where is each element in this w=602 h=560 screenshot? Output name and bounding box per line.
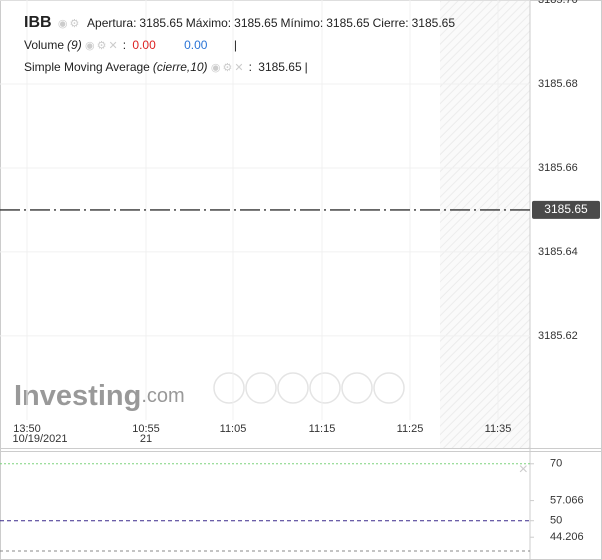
legend-row: Simple Moving Average (cierre,10) ◉⚙✕: 31… <box>24 60 311 74</box>
ohlc-label: Apertura: <box>87 16 137 30</box>
sma-value: 3185.65 <box>258 60 302 74</box>
ohlc-label: Máximo: <box>185 16 232 30</box>
nav-buttons[interactable] <box>213 372 405 404</box>
future-area <box>440 0 530 448</box>
x-sublabel: 21 <box>140 433 152 445</box>
legend-row: IBB ◉⚙ Apertura: 3185.65 Máximo: 3185.65 Mín… <box>24 14 461 32</box>
icons[interactable]: ◉⚙✕ <box>85 40 120 52</box>
x-tick-label: 11:25 <box>397 423 424 435</box>
x-tick-label: 10:55 <box>132 423 160 435</box>
sep: | <box>304 60 308 74</box>
symbol: IBB <box>24 14 52 31</box>
volume-params: (9) <box>67 38 82 52</box>
ohlc-value: 3185.65 <box>326 16 370 30</box>
ohlc-value: 3185.65 <box>139 16 183 30</box>
price-badge-label: 3185.65 <box>544 202 588 216</box>
y-tick-label: 3185.64 <box>538 246 578 258</box>
volume-value: 0.00 <box>184 38 208 52</box>
y-tick-label: 50 <box>550 515 562 527</box>
ohlc-value: 3185.65 <box>411 16 456 30</box>
ohlc-label: Cierre: <box>372 16 409 30</box>
watermark: Investing.com <box>14 380 185 412</box>
sma-name: Simple Moving Average <box>24 60 150 74</box>
y-tick-label: 70 <box>550 458 562 470</box>
y-tick-label: 3185.68 <box>538 78 578 90</box>
volume-name: Volume <box>24 38 65 52</box>
x-tick-label: 11:05 <box>220 423 247 435</box>
sep: | <box>233 38 237 52</box>
x-tick-label: 11:15 <box>309 423 336 435</box>
price-badge <box>532 200 600 219</box>
icons[interactable]: ◉⚙✕ <box>210 62 246 74</box>
sep: : <box>122 38 127 52</box>
icons[interactable]: ◉⚙ <box>57 18 82 30</box>
y-tick-label: 3185.62 <box>538 330 578 342</box>
volume-value: 0.00 <box>132 38 156 52</box>
y-tick-label: 44.206 <box>550 531 584 543</box>
sep: : <box>248 60 252 74</box>
sma-params: (cierre,10) <box>152 60 208 74</box>
ohlc-label: Mínimo: <box>280 16 324 30</box>
y-tick-label: 3185.70 <box>538 0 578 6</box>
x-sublabel: 10/19/2021 <box>12 433 67 445</box>
x-tick-label: 13:50 <box>13 423 41 435</box>
x-tick-label: 11:35 <box>485 423 512 435</box>
legend-row: Volume (9) ◉⚙✕: 0.00 0.00 | <box>24 38 240 52</box>
y-tick-label: 3185.66 <box>538 162 578 174</box>
close-icon[interactable]: × <box>519 461 528 478</box>
y-tick-label: 57.066 <box>550 495 584 507</box>
ohlc-value: 3185.65 <box>234 16 278 30</box>
